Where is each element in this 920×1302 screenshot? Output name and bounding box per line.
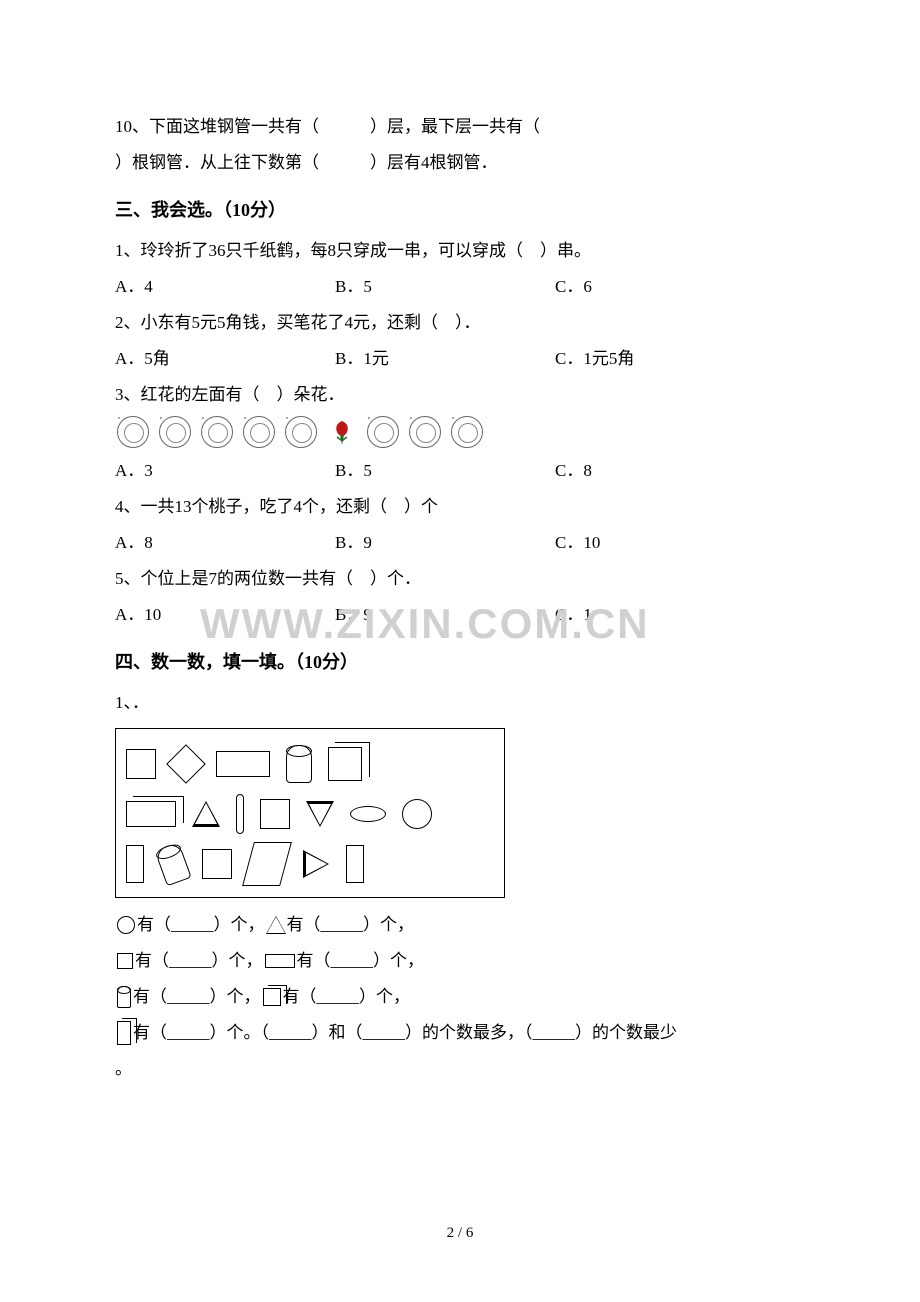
fill-3b: 有（_____）个， [283,980,411,1014]
square-icon [117,953,133,969]
page-content: 10、下面这堆钢管一共有（ ）层，最下层一共有（ ）根钢管．从上往下数第（ ）层… [0,0,920,1086]
rectangle-icon [216,751,270,777]
rectangle-icon [265,954,295,968]
flower-icon [117,416,149,448]
s3-q3-b: B．5 [335,454,555,488]
fill-1a: 有（_____）个， [137,908,265,942]
fill-line-4b: 。 [115,1052,805,1086]
cylinder-icon [286,745,312,783]
square-icon [202,849,232,879]
flat-cylinder-icon [350,806,386,822]
section3-title: 三、我会选。（10分） [115,192,805,228]
s3-q5-b: B．9 [335,598,555,632]
stick-icon [236,794,244,834]
flower-icon [367,416,399,448]
diamond-icon [166,744,206,784]
fill-1b: 有（_____）个， [287,908,415,942]
flower-icon [409,416,441,448]
flower-icon [201,416,233,448]
page-number: 2 / 6 [0,1225,920,1242]
s3-q1-c: C．6 [555,270,805,304]
s3-q4-a: A．8 [115,526,335,560]
s3-q4-options: A．8 B．9 C．10 [115,526,805,560]
triangle-icon [267,917,285,933]
s3-q5-options: A．10 B．9 C．1 [115,598,805,632]
triangle-right-icon [303,850,329,878]
s3-q1-a: A．4 [115,270,335,304]
fill-line-1: 有（_____）个， 有（_____）个， [115,908,805,942]
flower-icon [159,416,191,448]
s3-q2-stem: 2、小东有5元5角钱，买笔花了4元，还剩（ ）． [115,306,805,340]
s3-q2-b: B．1元 [335,342,555,376]
s3-q2-options: A．5角 B．1元 C．1元5角 [115,342,805,376]
q10-line1: 10、下面这堆钢管一共有（ ）层，最下层一共有（ [115,110,805,144]
s3-q3-options: A．3 B．5 C．8 [115,454,805,488]
cuboid-icon [117,1021,131,1045]
fill-line-3: 有（_____）个， 有（_____）个， [115,980,805,1014]
flower-icon [243,416,275,448]
tall-rect-icon [346,845,364,883]
cube-icon [263,988,281,1006]
s3-q4-c: C．10 [555,526,805,560]
fill-line-4: 有（_____）个。（_____）和（_____）的个数最多，（_____）的个… [115,1016,805,1050]
q10-line2: ）根钢管．从上往下数第（ ）层有4根钢管． [115,146,805,180]
fill-4a: 有（_____）个。（_____）和（_____）的个数最多，（_____）的个… [133,1016,677,1050]
s3-q4-stem: 4、一共13个桃子，吃了4个，还剩（ ）个 [115,490,805,524]
flower-icon [451,416,483,448]
rose-icon [327,417,357,447]
square-icon [126,749,156,779]
fill-line-2: 有（_____）个， 有（_____）个， [115,944,805,978]
s3-q5-c: C．1 [555,598,805,632]
section4-title: 四、数一数，填一填。（10分） [115,644,805,680]
circle-icon [402,799,432,829]
s3-q1-b: B．5 [335,270,555,304]
cuboid-icon [126,801,176,827]
fill-3a: 有（_____）个， [133,980,261,1014]
s4-q1-label: 1、． [115,686,805,720]
square-icon [260,799,290,829]
s3-q1-options: A．4 B．5 C．6 [115,270,805,304]
flower-row [117,416,805,448]
s3-q2-c: C．1元5角 [555,342,805,376]
triangle-icon [192,801,220,827]
circle-icon [117,916,135,934]
shape-diagram [115,728,505,898]
s3-q3-a: A．3 [115,454,335,488]
cylinder-tilted-icon [154,842,191,887]
s3-q2-a: A．5角 [115,342,335,376]
parallelogram-icon [242,842,292,886]
flower-icon [285,416,317,448]
s3-q5-a: A．10 [115,598,335,632]
s3-q5-stem: 5、个位上是7的两位数一共有（ ）个． [115,562,805,596]
s3-q1-stem: 1、玲玲折了36只千纸鹤，每8只穿成一串，可以穿成（ ）串。 [115,234,805,268]
s3-q4-b: B．9 [335,526,555,560]
fill-4b: 。 [115,1052,132,1086]
s3-q3-c: C．8 [555,454,805,488]
fill-2b: 有（_____）个， [297,944,425,978]
tall-rect-icon [126,845,144,883]
cylinder-icon [117,986,131,1008]
s3-q3-stem: 3、红花的左面有（ ）朵花． [115,378,805,412]
cube-icon [328,747,362,781]
fill-2a: 有（_____）个， [135,944,263,978]
triangle-down-icon [306,801,334,827]
